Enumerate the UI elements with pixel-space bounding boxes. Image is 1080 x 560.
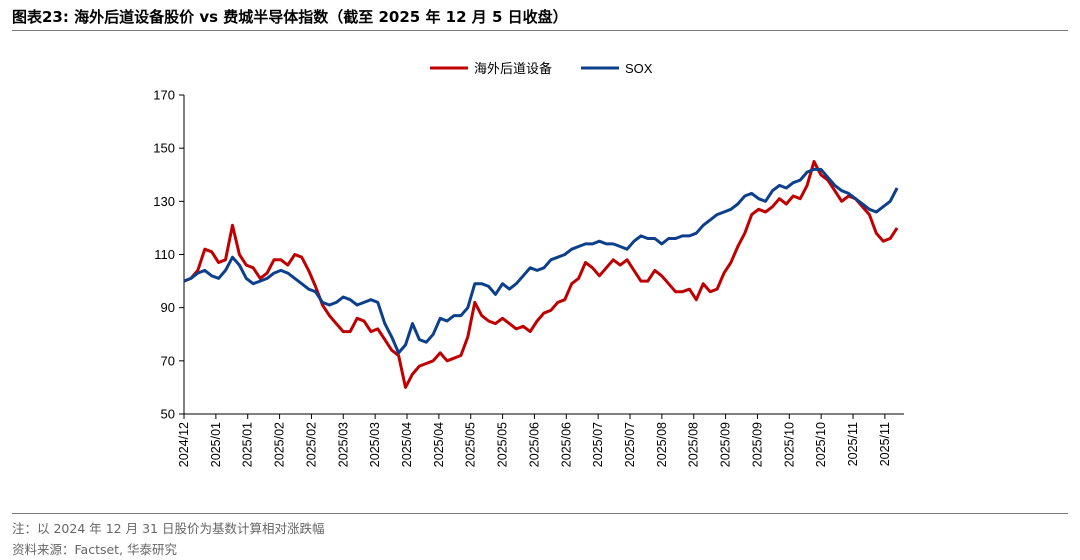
x-tick-label: 2025/03 (336, 422, 350, 467)
series-line-overseas-backend (183, 160, 899, 389)
x-tick-label: 2025/06 (527, 422, 541, 467)
y-tick-label: 70 (161, 353, 175, 368)
x-tick-label: 2025/11 (878, 422, 892, 466)
x-tick-label: 2025/05 (496, 422, 510, 467)
y-tick-label: 130 (153, 194, 175, 209)
source-note: 资料来源：Factset, 华泰研究 (12, 542, 178, 557)
footnote: 注：以 2024 年 12 月 31 日股价为基数计算相对涨跌幅 (12, 521, 325, 536)
x-tick-label: 2024/12 (177, 422, 191, 467)
x-tick-label: 2025/08 (655, 422, 669, 467)
footer-rule (12, 513, 1068, 514)
x-tick-label: 2025/02 (273, 422, 287, 467)
x-tick-label: 2025/01 (241, 422, 255, 467)
y-tick-label: 110 (154, 247, 175, 262)
legend-label-series-a: 海外后道设备 (474, 61, 552, 76)
x-tick-label: 2025/01 (209, 422, 223, 467)
axes: 50 70 90 110 130 150 170 2024/12 2025/01 2025/01 2… (153, 88, 904, 467)
series-line-sox (183, 167, 899, 355)
x-tick-label: 2025/04 (432, 422, 446, 467)
x-tick-label: 2025/09 (750, 422, 764, 467)
y-tick-label: 150 (153, 141, 175, 156)
y-tick-label: 50 (161, 407, 175, 422)
x-tick-label: 2025/11 (846, 422, 860, 466)
chart-title: 图表23: 海外后道设备股价 vs 费城半导体指数（截至 2025 年 12 月… (12, 8, 568, 26)
series-lines (183, 160, 899, 389)
legend: 海外后道设备 SOX (430, 61, 653, 76)
x-tick-label: 2025/10 (814, 422, 828, 467)
chart-area: 海外后道设备 SOX 50 70 90 110 130 150 170 2024/12 2025… (153, 61, 904, 467)
title-rule (12, 30, 1068, 31)
x-tick-label: 2025/03 (368, 422, 382, 467)
x-tick-label: 2025/07 (591, 422, 605, 467)
x-tick-label: 2025/02 (304, 422, 318, 467)
x-tick-label: 2025/06 (559, 422, 573, 467)
x-tick-label: 2025/05 (464, 422, 478, 467)
y-tick-label: 90 (161, 300, 175, 315)
x-tick-label: 2025/08 (687, 422, 701, 467)
x-tick-label: 2025/07 (623, 422, 637, 467)
x-tick-label: 2025/09 (719, 422, 733, 467)
legend-label-series-b: SOX (625, 61, 653, 76)
y-tick-label: 170 (153, 88, 175, 103)
x-tick-label: 2025/04 (400, 422, 414, 467)
x-tick-label: 2025/10 (782, 422, 796, 467)
